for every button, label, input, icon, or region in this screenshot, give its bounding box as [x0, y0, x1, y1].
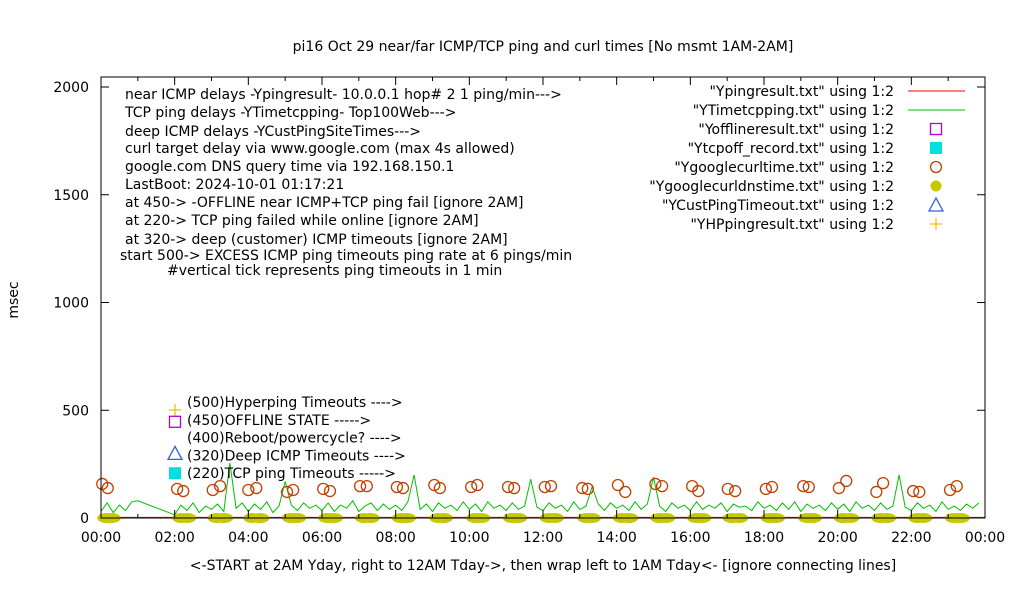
curl-time-point [728, 484, 742, 498]
legend-marker-open-triangle-icon [927, 196, 945, 212]
curl-time-point [611, 478, 625, 492]
curl-time-point [206, 483, 219, 497]
curl-time-point [692, 484, 705, 498]
curl-time-point [765, 480, 779, 494]
x-axis-label: <-START at 2AM Yday, right to 12AM Tday-… [190, 558, 896, 574]
marker-key-icon-filled-square-icon [169, 467, 181, 480]
curl-time-point [802, 480, 815, 494]
annotation-text: TCP ping delays -YTimetcpping- Top100Web… [124, 105, 456, 121]
legend-label: "YHPpingresult.txt" using 1:2 [690, 217, 894, 233]
y-tick-label: 2000 [53, 80, 89, 96]
y-tick-label: 1000 [53, 296, 89, 312]
marker-key-label: (320)Deep ICMP Timeouts ----> [187, 448, 406, 464]
y-tick-label: 0 [80, 511, 89, 527]
x-tick-label: 10:00 [449, 530, 489, 546]
x-tick-label: 02:00 [154, 530, 194, 546]
curl-time-point [177, 484, 190, 498]
curl-time-point [507, 481, 521, 495]
curl-time-point [286, 483, 300, 497]
legend-marker-filled-circle-icon [930, 180, 942, 192]
annotation-text: start 500-> EXCESS ICMP ping timeouts pi… [120, 248, 572, 264]
annotation-text: deep ICMP delays -YCustPingSiteTimes---> [125, 124, 421, 140]
marker-key-label: (220)TCP ping Timeouts -----> [187, 466, 396, 482]
legend-label: "Ytcpoff_record.txt" using 1:2 [688, 141, 894, 157]
chart-title: pi16 Oct 29 near/far ICMP/TCP ping and c… [293, 39, 794, 55]
curl-time-point [280, 485, 294, 499]
curl-time-point [907, 484, 920, 498]
annotation-text: at 320-> deep (customer) ICMP timeouts [… [125, 232, 508, 248]
curl-time-point [501, 480, 515, 494]
x-tick-label: 00:00 [965, 530, 1005, 546]
legend-marker-filled-square-icon [930, 142, 942, 154]
curl-time-point [213, 479, 227, 493]
annotation-text: curl target delay via www.google.com (ma… [125, 141, 515, 157]
curl-time-point [170, 482, 184, 496]
marker-key-label: (450)OFFLINE STATE -----> [187, 413, 371, 429]
x-tick-label: 00:00 [81, 530, 121, 546]
annotation-text: #vertical tick represents ping timeouts … [167, 263, 502, 279]
curl-time-point [390, 480, 404, 494]
curl-time-point [544, 479, 558, 493]
curl-time-point [832, 481, 846, 495]
x-tick-label: 06:00 [302, 530, 342, 546]
curl-time-point [353, 479, 367, 493]
curl-time-point [433, 481, 447, 495]
curl-time-point [101, 481, 114, 495]
x-tick-label: 18:00 [744, 530, 784, 546]
legend-label: "Ygooglecurltime.txt" using 1:2 [674, 160, 894, 176]
curl-time-point [876, 476, 890, 490]
curl-time-point [943, 483, 957, 497]
curl-time-point [840, 474, 853, 488]
x-tick-label: 14:00 [596, 530, 636, 546]
curl-time-point [323, 484, 337, 498]
curl-time-point [250, 481, 263, 495]
legend-marker-open-circle-icon [929, 160, 943, 174]
marker-key-icon-open-square-icon [168, 415, 182, 428]
curl-time-point [576, 481, 589, 495]
curl-time-point [538, 480, 551, 494]
curl-time-point [913, 485, 926, 499]
series-line-1 [100, 462, 980, 516]
legend-label: "Ygooglecurldnstime.txt" using 1:2 [649, 179, 894, 195]
curl-time-point [721, 482, 734, 496]
legend-label: "YTimetcpping.txt" using 1:2 [693, 103, 894, 119]
annotation-text: near ICMP delays -Ypingresult- 10.0.0.1 … [125, 87, 562, 103]
annotation-text: google.com DNS query time via 192.168.15… [125, 159, 454, 175]
marker-key-icon-open-triangle-icon [166, 445, 184, 461]
annotation-text: at 220-> TCP ping failed while online [i… [125, 213, 479, 229]
curl-time-point [649, 477, 662, 491]
legend-marker-open-square-icon [929, 122, 943, 136]
curl-time-point [360, 479, 373, 493]
y-tick-label: 500 [62, 403, 89, 419]
x-tick-label: 04:00 [228, 530, 268, 546]
x-tick-label: 08:00 [375, 530, 415, 546]
curl-time-point [317, 482, 330, 496]
x-tick-label: 16:00 [670, 530, 710, 546]
marker-key-label: (500)Hyperping Timeouts ----> [187, 395, 403, 411]
curl-time-point [471, 478, 484, 492]
curl-time-point [242, 483, 255, 497]
y-axis-label: msec [6, 281, 22, 318]
curl-time-point [619, 485, 632, 499]
curl-time-point [870, 485, 883, 499]
curl-time-point [581, 482, 594, 496]
curl-time-point [797, 479, 810, 493]
annotation-text: at 450-> -OFFLINE near ICMP+TCP ping fai… [125, 195, 524, 211]
curl-time-point [655, 479, 669, 493]
annotation-text: LastBoot: 2024-10-01 01:17:21 [125, 177, 344, 193]
y-tick-label: 1500 [53, 188, 89, 204]
x-tick-label: 22:00 [891, 530, 931, 546]
x-tick-label: 20:00 [817, 530, 857, 546]
curl-time-point [759, 482, 772, 496]
curl-time-point [396, 481, 410, 495]
marker-key-label: (400)Reboot/powercycle? ----> [187, 431, 402, 447]
x-tick-label: 12:00 [523, 530, 563, 546]
curl-time-point [465, 480, 478, 494]
legend-label: "YCustPingTimeout.txt" using 1:2 [662, 198, 894, 214]
legend-label: "Yofflineresult.txt" using 1:2 [698, 122, 894, 138]
legend-label: "Ypingresult.txt" using 1:2 [709, 84, 894, 100]
curl-time-point [950, 479, 963, 493]
